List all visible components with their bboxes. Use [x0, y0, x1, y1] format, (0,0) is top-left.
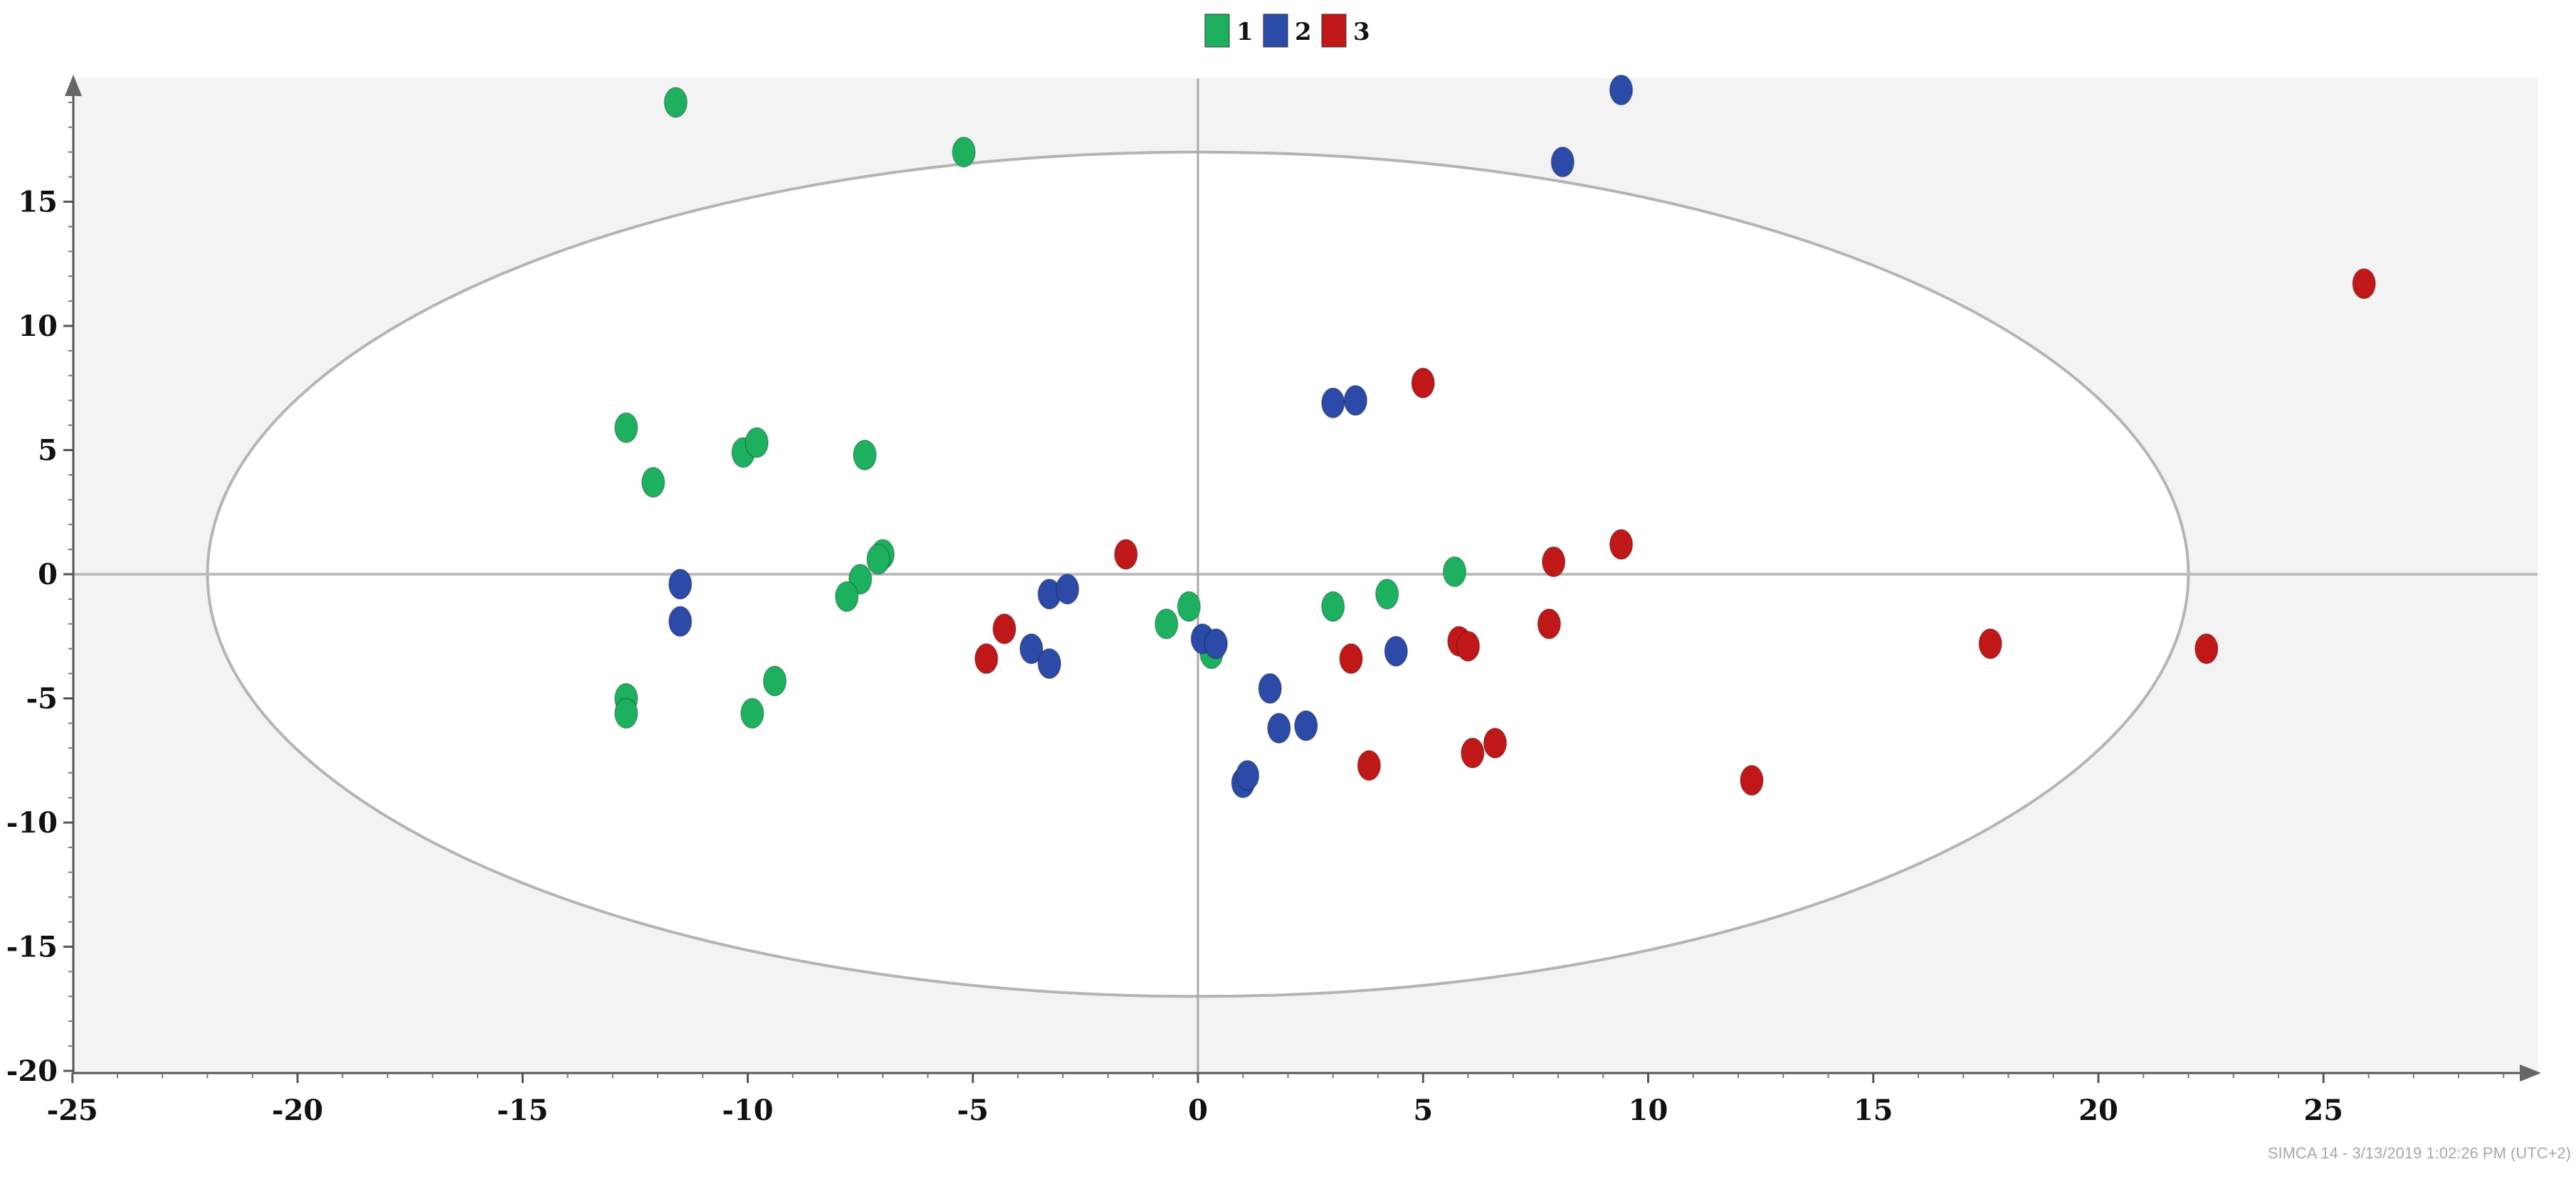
data-point-group-3	[974, 643, 999, 675]
data-point-group-1	[1154, 608, 1179, 640]
y-tick-label: -10	[6, 806, 58, 840]
x-tick-label: -25	[47, 1094, 98, 1127]
data-point-group-2	[668, 569, 693, 600]
legend: 1 2 3	[1204, 14, 1370, 48]
y-axis-arrow	[65, 75, 82, 96]
x-tick-label: -20	[272, 1094, 323, 1127]
data-point-group-2	[1609, 74, 1634, 106]
data-point-group-3	[1537, 608, 1562, 640]
y-tick-label: -20	[6, 1055, 58, 1088]
data-point-group-3	[1978, 628, 2002, 660]
x-tick-label: 25	[2303, 1094, 2343, 1127]
y-tick-label: -5	[26, 682, 58, 716]
data-points	[614, 74, 2376, 798]
legend-swatch-1	[1204, 14, 1230, 48]
software-timestamp: SIMCA 14 - 3/13/2019 1:02:26 PM (UTC+2)	[2268, 1144, 2571, 1162]
legend-swatch-3	[1321, 14, 1347, 48]
data-point-group-3	[2352, 268, 2376, 300]
data-point-group-2	[1258, 672, 1282, 704]
y-tick-label: 5	[38, 434, 58, 467]
y-tick-label: 10	[18, 310, 58, 343]
data-point-group-1	[1442, 556, 1467, 588]
data-point-group-3	[1609, 529, 1634, 560]
legend-swatch-2	[1263, 14, 1288, 48]
data-point-group-3	[1114, 539, 1138, 570]
data-point-group-1	[663, 87, 688, 118]
data-point-group-2	[1321, 387, 1345, 418]
x-tick-label: 15	[1854, 1094, 1893, 1127]
data-point-group-1	[853, 439, 877, 471]
data-point-group-1	[745, 427, 769, 458]
data-point-group-1	[762, 665, 787, 697]
data-point-group-2	[1019, 633, 1043, 665]
data-point-group-2	[1294, 710, 1318, 741]
legend-label-3: 3	[1353, 18, 1370, 46]
data-point-group-1	[1374, 578, 1399, 610]
x-tick-label: 10	[1629, 1094, 1668, 1127]
data-point-group-1	[952, 136, 976, 168]
data-point-group-2	[1550, 146, 1575, 178]
data-point-group-3	[1483, 727, 1508, 759]
data-point-group-2	[668, 606, 693, 638]
x-tick-label: -10	[722, 1094, 773, 1127]
tick-labels: -25 -20 -15 -10 -5 0 5 10 15 20 25 -20 -15 -10 -5 0 5 10 1…	[6, 186, 2343, 1128]
data-point-group-3	[1411, 367, 1435, 399]
data-point-group-1	[614, 697, 638, 729]
data-point-group-2	[1235, 759, 1260, 791]
data-point-group-1	[834, 581, 859, 613]
data-point-group-3	[992, 613, 1016, 645]
data-point-group-2	[1055, 574, 1080, 605]
data-point-group-1	[614, 412, 638, 443]
data-point-group-3	[1456, 630, 1481, 662]
x-axis-arrow	[2520, 1064, 2541, 1082]
legend-label-1: 1	[1236, 18, 1253, 46]
data-point-group-2	[1037, 648, 1062, 680]
data-point-group-2	[1343, 384, 1368, 416]
x-tick-label: 0	[1188, 1094, 1208, 1127]
x-tick-label: 5	[1413, 1094, 1433, 1127]
y-tick-label: 15	[18, 186, 58, 219]
data-point-group-3	[2194, 633, 2219, 665]
data-point-group-3	[1357, 749, 1382, 781]
data-point-group-1	[641, 467, 666, 498]
y-tick-label: -15	[6, 931, 58, 964]
data-point-group-1	[740, 697, 764, 729]
x-tick-label: -15	[497, 1094, 548, 1127]
data-point-group-3	[1740, 764, 1764, 796]
axes	[63, 75, 2541, 1083]
data-point-group-2	[1384, 635, 1409, 667]
data-point-group-3	[1339, 643, 1363, 675]
y-tick-label: 0	[38, 558, 58, 591]
data-point-group-1	[1177, 591, 1202, 623]
data-point-group-3	[1461, 737, 1485, 769]
data-point-group-2	[1204, 628, 1229, 660]
data-point-group-3	[1541, 546, 1566, 578]
data-point-group-1	[866, 544, 890, 575]
x-tick-label: 20	[2078, 1094, 2118, 1127]
legend-label-2: 2	[1295, 18, 1312, 46]
data-point-group-2	[1267, 712, 1291, 744]
x-tick-label: -5	[957, 1094, 989, 1127]
data-point-group-1	[1321, 591, 1345, 623]
